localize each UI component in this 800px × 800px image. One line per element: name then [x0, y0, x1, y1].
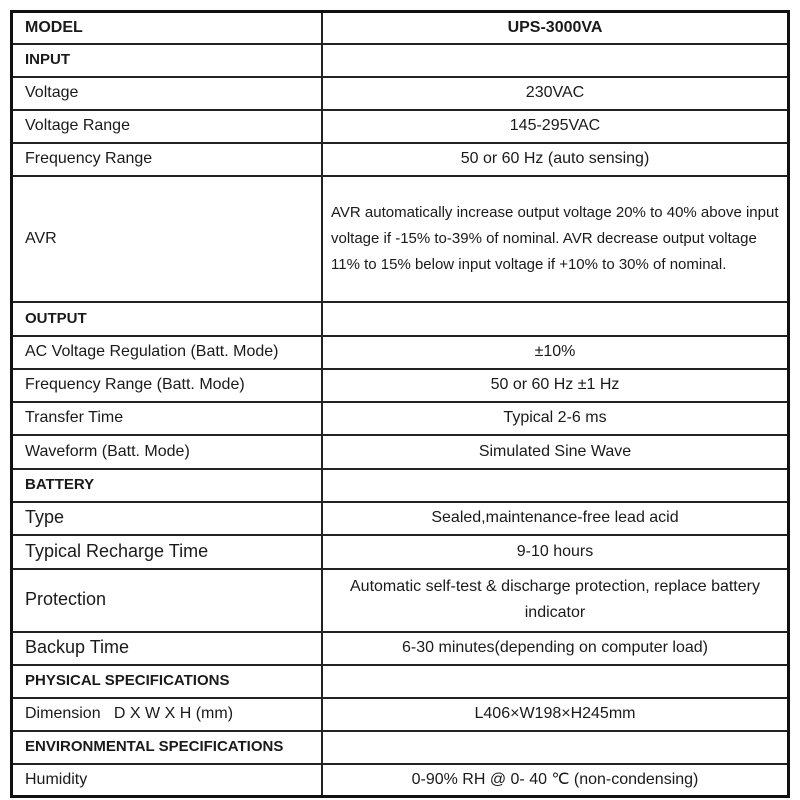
table-row: Transfer Time Typical 2-6 ms — [10, 400, 790, 436]
row-value: 9-10 hours — [321, 533, 790, 570]
row-label: AVR — [10, 174, 323, 303]
table-row: Voltage Range 145-295VAC — [10, 108, 790, 144]
row-label: Dimension D X W X H (mm) — [10, 696, 323, 732]
row-value: L406×W198×H245mm — [321, 696, 790, 732]
section-title: ENVIRONMENTAL SPECIFICATIONS — [10, 729, 323, 765]
section-title: INPUT — [10, 42, 323, 78]
row-value: 50 or 60 Hz ±1 Hz — [321, 367, 790, 403]
table-row: Backup Time 6-30 minutes(depending on co… — [10, 630, 790, 666]
model-value: UPS-3000VA — [321, 10, 790, 45]
row-label: Frequency Range — [10, 141, 323, 177]
row-label: Humidity — [10, 762, 323, 798]
section-input: INPUT — [10, 42, 790, 78]
row-label: Frequency Range (Batt. Mode) — [10, 367, 323, 403]
table-row: Type Sealed,maintenance-free lead acid — [10, 500, 790, 536]
table-row: Voltage 230VAC — [10, 75, 790, 111]
row-label: Waveform (Batt. Mode) — [10, 433, 323, 470]
table-row: Waveform (Batt. Mode) Simulated Sine Wav… — [10, 433, 790, 470]
row-label: Voltage Range — [10, 108, 323, 144]
section-title: OUTPUT — [10, 300, 323, 337]
row-value: Automatic self-test & discharge protecti… — [321, 567, 790, 633]
row-value: 50 or 60 Hz (auto sensing) — [321, 141, 790, 177]
spec-table: MODEL UPS-3000VA INPUT Voltage 230VAC Vo… — [10, 10, 790, 798]
section-title: BATTERY — [10, 467, 323, 503]
row-value: 6-30 minutes(depending on computer load) — [321, 630, 790, 666]
row-value: 145-295VAC — [321, 108, 790, 144]
model-label: MODEL — [10, 10, 323, 45]
row-value: 0-90% RH @ 0- 40 ℃ (non-condensing) — [321, 762, 790, 798]
section-battery: BATTERY — [10, 467, 790, 503]
table-row: Frequency Range (Batt. Mode) 50 or 60 Hz… — [10, 367, 790, 403]
row-value: ±10% — [321, 334, 790, 370]
row-label: Voltage — [10, 75, 323, 111]
section-physical: PHYSICAL SPECIFICATIONS — [10, 663, 790, 699]
row-value: Sealed,maintenance-free lead acid — [321, 500, 790, 536]
row-label: Type — [10, 500, 323, 536]
table-row: Protection Automatic self-test & dischar… — [10, 567, 790, 633]
row-label: Transfer Time — [10, 400, 323, 436]
table-row: Dimension D X W X H (mm) L406×W198×H245m… — [10, 696, 790, 732]
table-row: AVR AVR automatically increase output vo… — [10, 174, 790, 303]
row-label: Backup Time — [10, 630, 323, 666]
table-row: Humidity 0-90% RH @ 0- 40 ℃ (non-condens… — [10, 762, 790, 798]
section-environmental: ENVIRONMENTAL SPECIFICATIONS — [10, 729, 790, 765]
row-value: Simulated Sine Wave — [321, 433, 790, 470]
row-value: Typical 2-6 ms — [321, 400, 790, 436]
section-output: OUTPUT — [10, 300, 790, 337]
model-row: MODEL UPS-3000VA — [10, 10, 790, 45]
row-label: Typical Recharge Time — [10, 533, 323, 570]
row-value: 230VAC — [321, 75, 790, 111]
row-label: AC Voltage Regulation (Batt. Mode) — [10, 334, 323, 370]
table-row: AC Voltage Regulation (Batt. Mode) ±10% — [10, 334, 790, 370]
table-row: Typical Recharge Time 9-10 hours — [10, 533, 790, 570]
row-label: Protection — [10, 567, 323, 633]
table-row: Frequency Range 50 or 60 Hz (auto sensin… — [10, 141, 790, 177]
row-value: AVR automatically increase output voltag… — [321, 174, 790, 303]
section-title: PHYSICAL SPECIFICATIONS — [10, 663, 323, 699]
